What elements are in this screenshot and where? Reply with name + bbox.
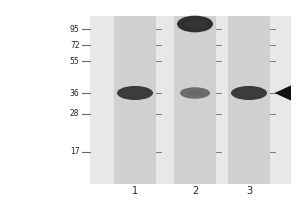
Text: 55: 55 [70,56,80,66]
Text: 2: 2 [192,186,198,196]
Text: 72: 72 [70,40,80,49]
Bar [90,16,291,184]
Text: 3: 3 [246,186,252,196]
Ellipse shape [177,16,213,32]
Ellipse shape [180,87,210,99]
Ellipse shape [239,90,259,96]
Bar [114,16,156,184]
Text: 28: 28 [70,110,80,118]
Text: 1: 1 [132,186,138,196]
Ellipse shape [185,21,205,27]
Polygon shape [274,85,291,101]
Text: 36: 36 [70,88,80,98]
Text: 17: 17 [70,148,80,156]
Bar [174,16,216,184]
Text: 95: 95 [70,24,80,33]
Ellipse shape [117,86,153,100]
Bar [228,16,270,184]
Ellipse shape [231,86,267,100]
Ellipse shape [187,91,203,95]
Ellipse shape [125,90,145,96]
